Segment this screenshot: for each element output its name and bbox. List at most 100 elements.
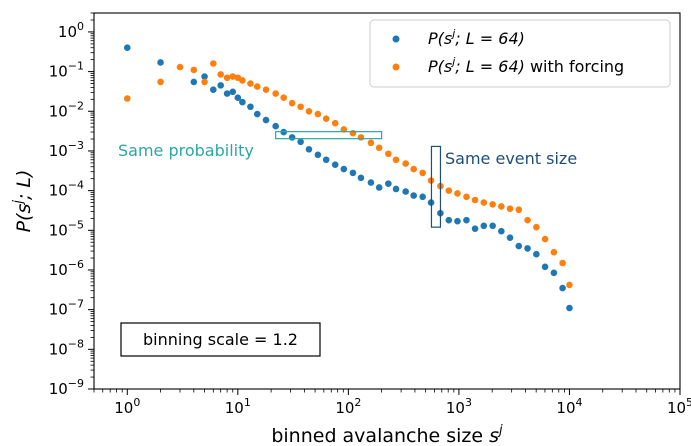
legend-entry-prefix: P(s [428, 57, 452, 76]
series-2-point [209, 60, 217, 67]
series-1-point [357, 174, 365, 182]
y-tick-exponent: −7 [68, 298, 84, 311]
series-2-point [123, 95, 131, 102]
binning-scale-box [120, 322, 321, 357]
series-2-point [253, 83, 261, 90]
y-tick-base: 10 [49, 63, 68, 81]
series-2-point [402, 160, 409, 167]
series-1-point [322, 156, 330, 164]
y-tick-exponent: −8 [68, 337, 84, 350]
x-tick-base: 10 [556, 399, 575, 417]
y-tick-base: 10 [49, 182, 68, 200]
axes: 100 101 102 103 104 10510010−110−210−310−410−… [11, 12, 691, 446]
series-1-point [305, 146, 313, 153]
series-2-point [410, 165, 418, 173]
legend: P(sj; L = 64)P(sj; L = 64) with forcing [369, 19, 671, 88]
series-2-point [566, 281, 573, 289]
series-1-point [566, 304, 573, 312]
series-2-point [367, 139, 375, 147]
x-tick-label: 104 [556, 396, 582, 417]
legend-box [369, 19, 671, 88]
series-2-point [419, 169, 426, 177]
series-1-point [272, 122, 279, 130]
y-tick-exponent: −6 [68, 258, 84, 271]
x-tick-base: 10 [225, 399, 244, 417]
binning-scale-label: binning scale = 1.2 [143, 330, 298, 349]
series-2-point [280, 94, 287, 101]
series-1-point [262, 116, 270, 124]
legend-entry-label: P(sj; L = 64) with forcing [428, 55, 624, 76]
y-tick-exponent: −2 [68, 99, 84, 112]
y-tick-base: 10 [49, 301, 68, 319]
series-1-point [402, 188, 409, 195]
y-tick-exponent: −9 [68, 377, 84, 390]
x-tick-label: 102 [335, 396, 361, 417]
series-2-point [229, 73, 237, 80]
series-2-point [515, 206, 523, 214]
series-1-point [288, 134, 296, 141]
x-tick-base: 10 [114, 399, 133, 417]
series-1-point [480, 222, 488, 230]
series-1-point [419, 193, 426, 201]
legend-entry-mid: ; L = 64) [455, 29, 525, 48]
series-2-point [349, 129, 357, 137]
series-1-point [229, 88, 237, 96]
x-tick-exponent: 2 [354, 396, 361, 409]
y-tick-base: 10 [49, 380, 68, 398]
y-tick-exponent: −4 [68, 179, 84, 192]
y-tick-base: 10 [49, 221, 68, 239]
same-probability-label: Same probability [118, 141, 254, 160]
y-tick-label: 10−1 [49, 60, 84, 81]
x-axis-title: binned avalanche size sj [271, 423, 503, 446]
series-1-point [524, 245, 531, 252]
series-1-point [533, 250, 540, 258]
series-1-point [541, 263, 549, 271]
series-1-point [463, 216, 470, 224]
series-2-point [524, 216, 531, 224]
y-axis-title-text: P(s [13, 204, 35, 233]
series-1-point [217, 82, 224, 89]
y-tick-base: 10 [49, 102, 68, 120]
x-tick-exponent: 5 [686, 396, 691, 409]
series-1-point [367, 179, 375, 186]
y-tick-label: 10−7 [49, 298, 84, 319]
y-axis-title-sup: j [11, 200, 26, 206]
series-2-point [297, 103, 304, 111]
series-1-point [340, 165, 348, 173]
same-event-size-label: Same event size [445, 149, 577, 168]
series-2-point [533, 223, 540, 231]
y-tick-exponent: −3 [68, 139, 84, 152]
series-1-point [445, 216, 453, 224]
series-2-point [489, 201, 496, 208]
series-1-point [157, 59, 164, 66]
series-1-point [506, 234, 514, 242]
y-tick-label: 10−6 [49, 258, 84, 279]
x-tick-exponent: 3 [465, 396, 472, 409]
y-tick-label: 10−2 [49, 99, 84, 120]
y-tick-exponent: −5 [68, 218, 84, 231]
series-1-point [239, 98, 246, 106]
legend-entry-mid: ; L = 64) [455, 57, 525, 76]
series-2-point [314, 110, 322, 118]
series-2-point [385, 150, 392, 158]
series-2-point [272, 90, 279, 97]
x-tick-label: 101 [225, 396, 251, 417]
series-2-point [305, 107, 313, 115]
y-tick-label: 10−8 [49, 337, 84, 358]
legend-entry-label: P(sj; L = 64) [428, 27, 525, 48]
legend-entry-sup: j [450, 55, 456, 68]
series-1-point [349, 169, 357, 177]
x-tick-exponent: 4 [576, 396, 583, 409]
series-1-point [297, 138, 304, 146]
series-2-point [498, 203, 505, 210]
series-2-point [322, 115, 330, 123]
y-tick-base: 10 [49, 261, 68, 279]
y-tick-label: 10−3 [49, 139, 84, 160]
series-1-point [454, 217, 461, 225]
series-1-point [559, 284, 566, 292]
x-axis-title-var: s [489, 425, 499, 446]
x-tick-label: 100 [114, 396, 140, 417]
x-axis-title-text: binned avalanche size [271, 425, 489, 446]
series-1-point [247, 103, 254, 111]
